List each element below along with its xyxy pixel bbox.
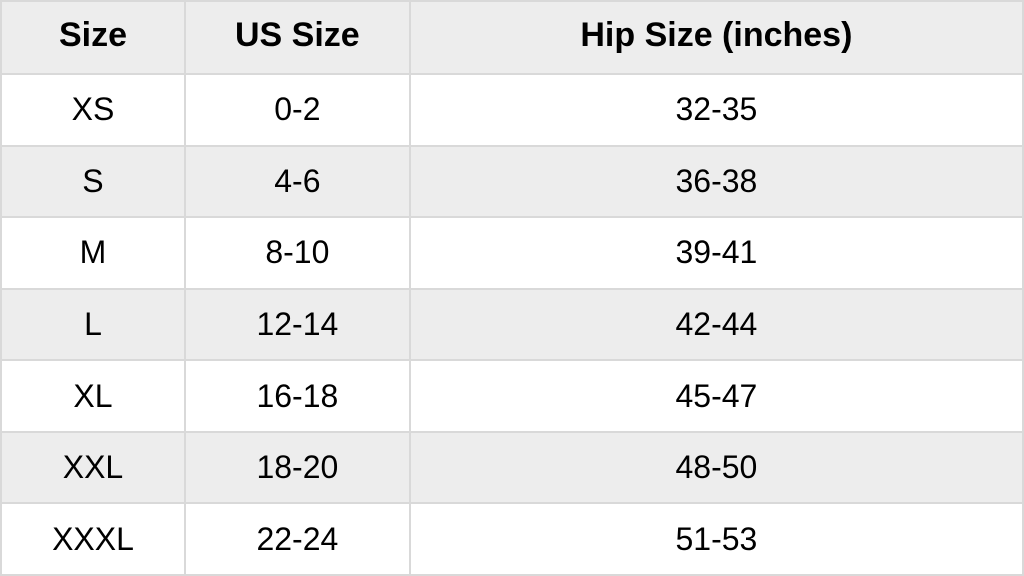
cell-hip: 39-41 — [410, 217, 1023, 289]
cell-us-size: 12-14 — [185, 289, 410, 361]
table-row: XL 16-18 45-47 — [1, 360, 1023, 432]
cell-size: XXL — [1, 432, 185, 504]
cell-hip: 48-50 — [410, 432, 1023, 504]
table-row: M 8-10 39-41 — [1, 217, 1023, 289]
cell-us-size: 4-6 — [185, 146, 410, 218]
size-chart-container: Size US Size Hip Size (inches) XS 0-2 32… — [0, 0, 1024, 576]
col-header-us-size: US Size — [185, 1, 410, 74]
table-row: L 12-14 42-44 — [1, 289, 1023, 361]
cell-us-size: 0-2 — [185, 74, 410, 146]
cell-hip: 42-44 — [410, 289, 1023, 361]
size-chart-table: Size US Size Hip Size (inches) XS 0-2 32… — [0, 0, 1024, 576]
table-row: XXL 18-20 48-50 — [1, 432, 1023, 504]
table-header-row: Size US Size Hip Size (inches) — [1, 1, 1023, 74]
cell-size: S — [1, 146, 185, 218]
cell-us-size: 16-18 — [185, 360, 410, 432]
cell-us-size: 22-24 — [185, 503, 410, 575]
cell-us-size: 8-10 — [185, 217, 410, 289]
cell-us-size: 18-20 — [185, 432, 410, 504]
cell-hip: 32-35 — [410, 74, 1023, 146]
cell-hip: 51-53 — [410, 503, 1023, 575]
cell-size: M — [1, 217, 185, 289]
cell-size: XS — [1, 74, 185, 146]
cell-size: XXXL — [1, 503, 185, 575]
cell-size: L — [1, 289, 185, 361]
col-header-hip-size: Hip Size (inches) — [410, 1, 1023, 74]
table-row: XS 0-2 32-35 — [1, 74, 1023, 146]
table-row: XXXL 22-24 51-53 — [1, 503, 1023, 575]
cell-size: XL — [1, 360, 185, 432]
cell-hip: 45-47 — [410, 360, 1023, 432]
table-row: S 4-6 36-38 — [1, 146, 1023, 218]
cell-hip: 36-38 — [410, 146, 1023, 218]
col-header-size: Size — [1, 1, 185, 74]
